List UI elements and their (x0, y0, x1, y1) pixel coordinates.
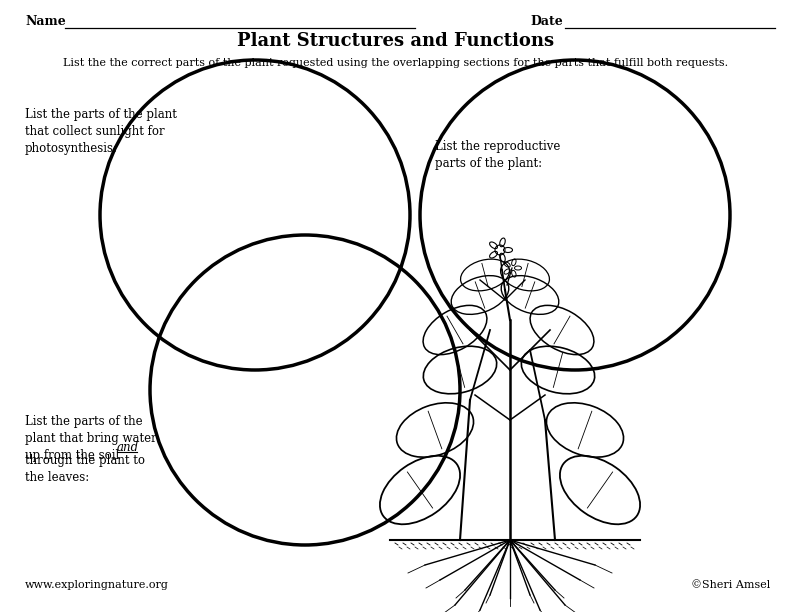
Text: Date: Date (530, 15, 563, 28)
Text: ©Sheri Amsel: ©Sheri Amsel (691, 580, 770, 590)
Text: and: and (117, 441, 139, 454)
Text: Plant Structures and Functions: Plant Structures and Functions (238, 32, 554, 50)
Text: List the parts of the plant
that collect sunlight for
photosynthesis:: List the parts of the plant that collect… (25, 108, 177, 155)
Text: List the reproductive
parts of the plant:: List the reproductive parts of the plant… (435, 140, 561, 170)
Text: www.exploringnature.org: www.exploringnature.org (25, 580, 169, 590)
Text: List the the correct parts of the plant requested using the overlapping sections: List the the correct parts of the plant … (63, 58, 729, 68)
Text: through the plant to
the leaves:: through the plant to the leaves: (25, 454, 145, 484)
Text: List the parts of the
plant that bring water
up from the soil: List the parts of the plant that bring w… (25, 415, 157, 462)
Text: Name: Name (25, 15, 66, 28)
